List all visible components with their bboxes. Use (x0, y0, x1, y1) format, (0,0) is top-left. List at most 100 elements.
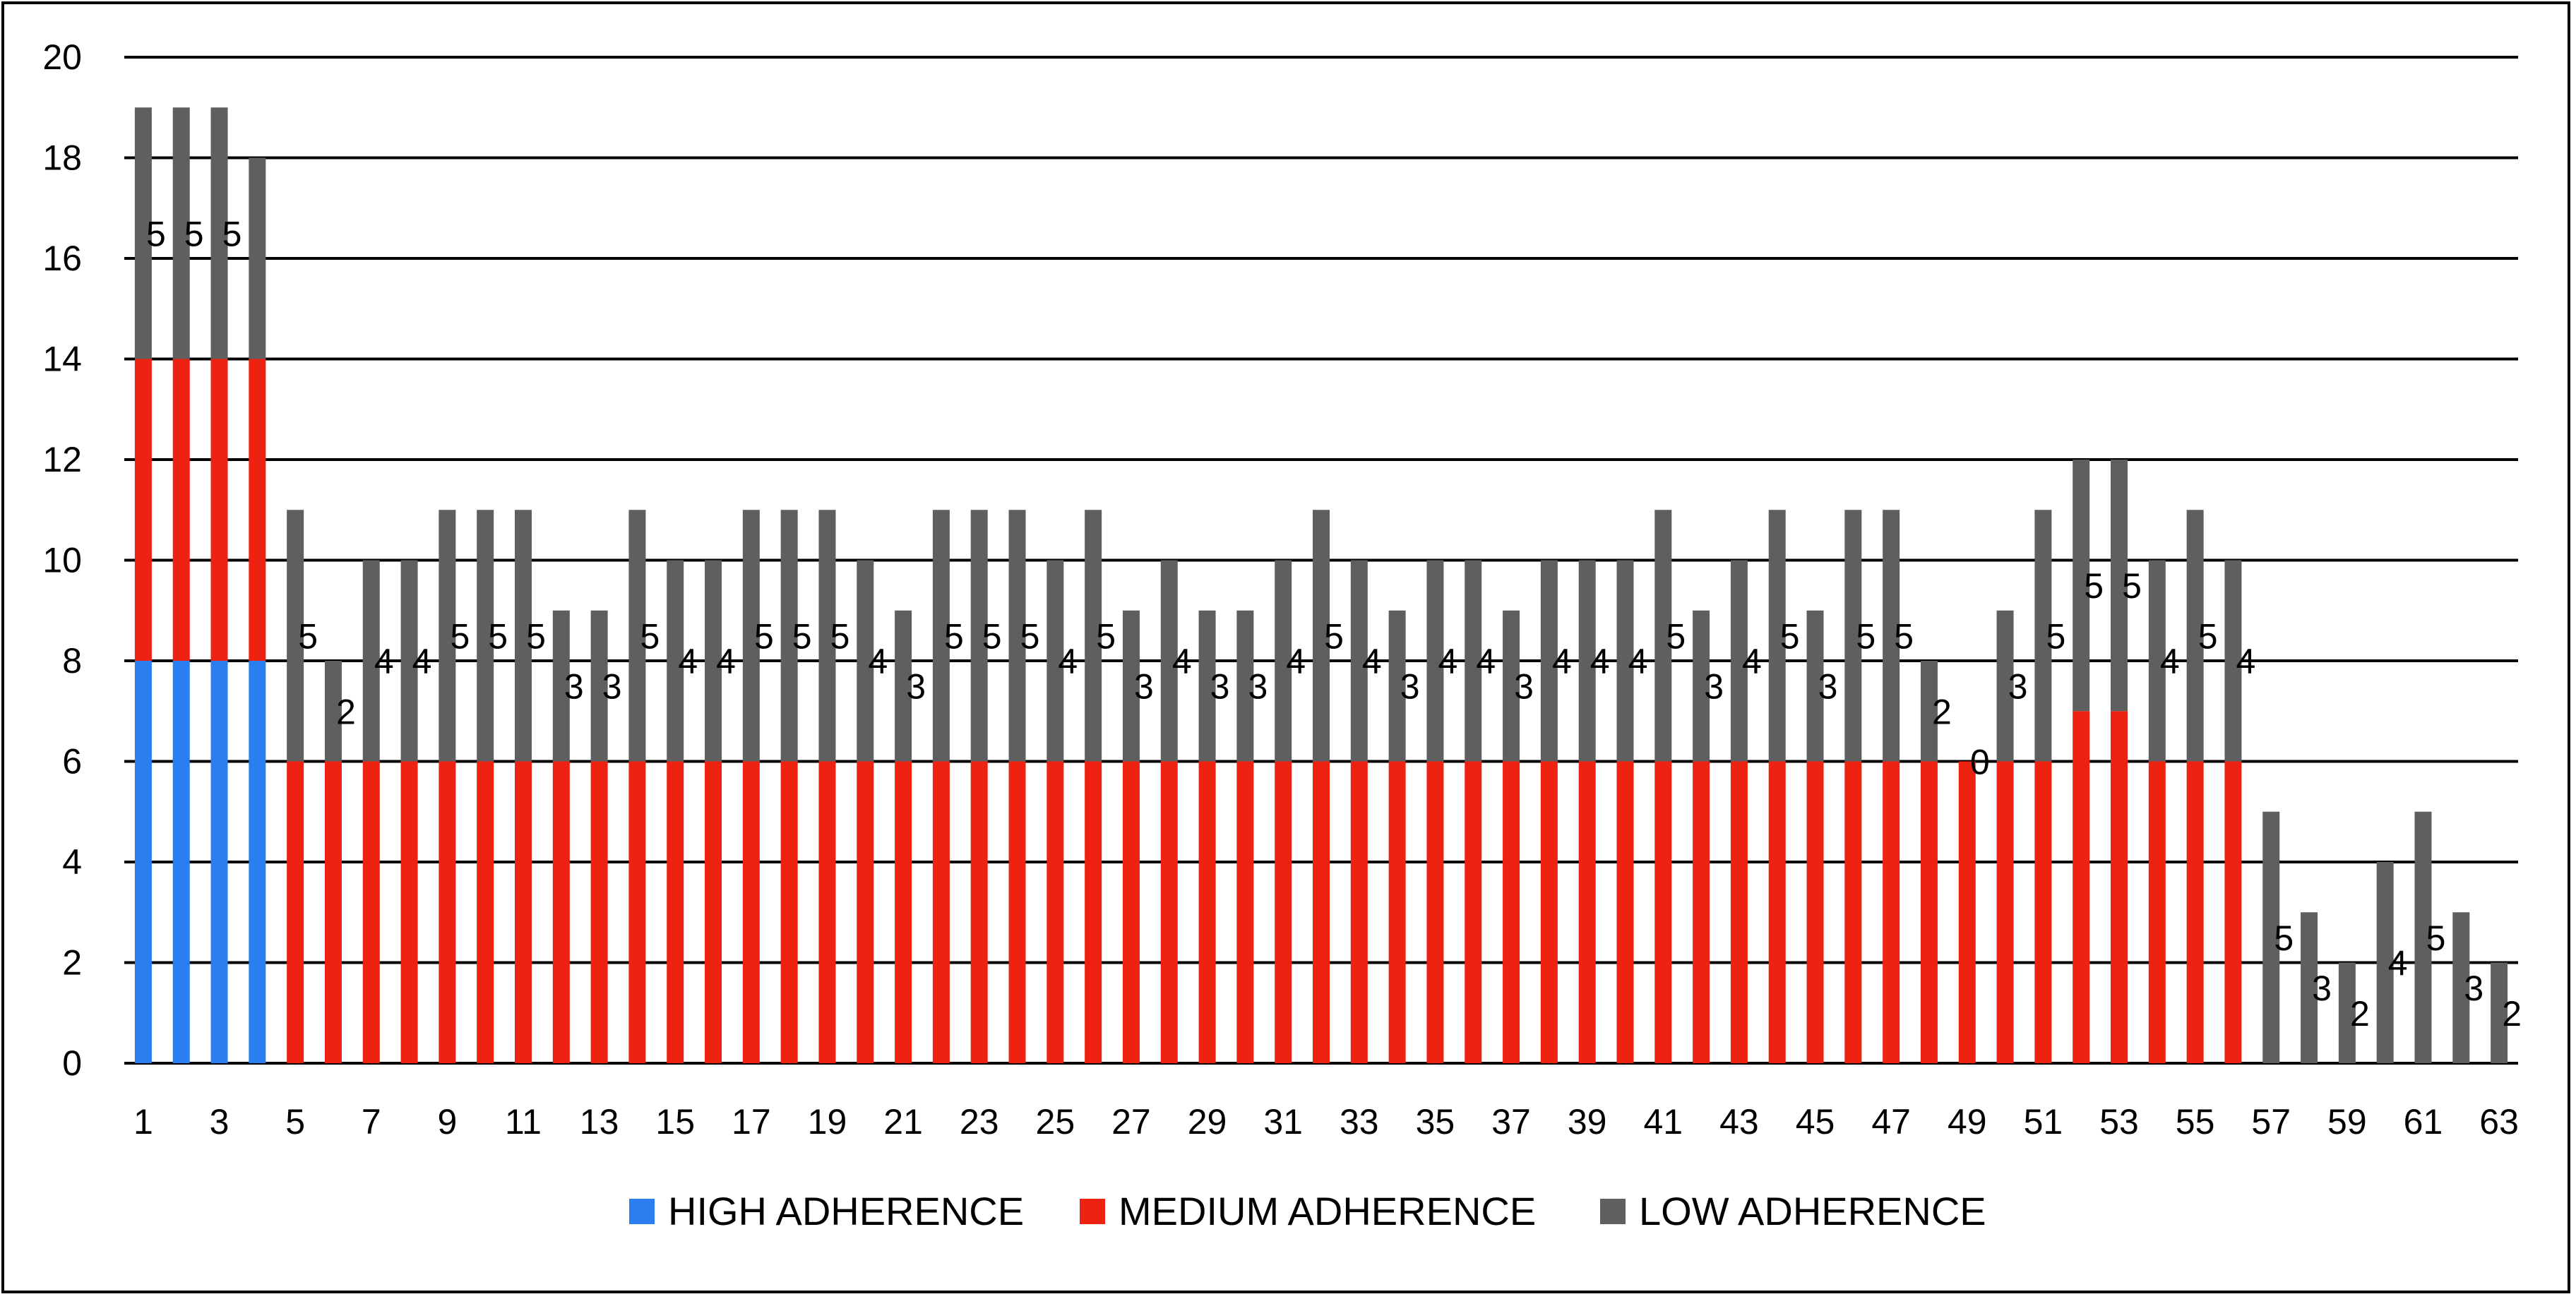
bar-segment-low-adherence (1693, 610, 1710, 762)
x-tick-label: 41 (1643, 1102, 1683, 1142)
data-label: 3 (564, 667, 584, 707)
data-label: 5 (2046, 616, 2065, 656)
data-label: 4 (678, 642, 698, 681)
data-label: 2 (336, 692, 356, 731)
y-tick-label: 0 (62, 1043, 82, 1083)
data-label: 3 (1248, 667, 1268, 707)
bar-segment-low-adherence (2034, 510, 2052, 762)
data-label: 4 (412, 642, 432, 681)
bar-segment-medium-adherence (818, 761, 836, 1063)
data-label: 3 (1514, 667, 1534, 707)
bar-segment-low-adherence (1388, 610, 1406, 762)
bar-segment-low-adherence (324, 661, 342, 762)
x-tick-label: 49 (1948, 1102, 1987, 1142)
bar-segment-medium-adherence (780, 761, 798, 1063)
data-label: 4 (374, 642, 394, 681)
x-tick-label: 17 (732, 1102, 771, 1142)
data-label: 2 (2502, 994, 2522, 1034)
bar-segment-low-adherence (1540, 560, 1558, 762)
bar-segment-low-adherence (2338, 962, 2356, 1063)
x-tick-label: 61 (2404, 1102, 2443, 1142)
bar-segment-low-adherence (287, 510, 304, 762)
x-tick-label: 33 (1340, 1102, 1379, 1142)
bar-segment-medium-adherence (705, 761, 722, 1063)
bar-segment-medium-adherence (932, 761, 950, 1063)
bar-segment-medium-adherence (134, 359, 152, 661)
bar-segment-medium-adherence (1958, 761, 1976, 1063)
data-label: 5 (754, 616, 774, 656)
bar-segment-low-adherence (1503, 610, 1520, 762)
x-tick-label: 57 (2251, 1102, 2291, 1142)
bar-segment-medium-adherence (667, 761, 684, 1063)
bar-segment-high-adherence (134, 661, 152, 1063)
bar-segment-medium-adherence (2073, 711, 2090, 1063)
data-label: 5 (944, 616, 964, 656)
bar-segment-low-adherence (1236, 610, 1254, 762)
x-tick-label: 29 (1188, 1102, 1227, 1142)
data-label: 5 (1856, 616, 1876, 656)
bar-segment-medium-adherence (552, 761, 570, 1063)
bar-segment-medium-adherence (1730, 761, 1748, 1063)
bar-segment-medium-adherence (249, 359, 266, 661)
x-axis-ticks: 1 3 5 7 9 11 13 15 17 19 21 23 25 27 29 31 33 35 37 39 41 43 4… (133, 1102, 2519, 1142)
bars (134, 107, 2508, 1063)
bar-segment-medium-adherence (1426, 761, 1444, 1063)
bar-segment-medium-adherence (362, 761, 380, 1063)
data-label: 4 (2160, 642, 2180, 681)
bar-segment-medium-adherence (1046, 761, 1064, 1063)
x-tick-label: 47 (1871, 1102, 1911, 1142)
data-label: 5 (2274, 918, 2294, 958)
bar-segment-low-adherence (1654, 510, 1672, 762)
data-label: 3 (1134, 667, 1154, 707)
bar-segment-medium-adherence (324, 761, 342, 1063)
bar-segment-low-adherence (2414, 811, 2432, 1063)
bar-segment-low-adherence (970, 510, 988, 762)
bar-segment-medium-adherence (1806, 761, 1824, 1063)
x-tick-label: 31 (1263, 1102, 1303, 1142)
bar-segment-medium-adherence (1198, 761, 1216, 1063)
data-label: 3 (1210, 667, 1230, 707)
bar-segment-low-adherence (1046, 560, 1064, 762)
data-label: 5 (146, 214, 166, 253)
bar-segment-low-adherence (667, 560, 684, 762)
bar-segment-low-adherence (1313, 510, 1330, 762)
x-tick-label: 55 (2176, 1102, 2215, 1142)
x-tick-label: 13 (580, 1102, 619, 1142)
y-tick-label: 2 (62, 943, 82, 983)
bar-segment-low-adherence (590, 610, 608, 762)
bar-segment-medium-adherence (1920, 761, 1938, 1063)
data-label: 5 (830, 616, 850, 656)
bar-segment-low-adherence (1085, 510, 1102, 762)
bar-segment-medium-adherence (628, 761, 646, 1063)
bar-segment-medium-adherence (590, 761, 608, 1063)
legend-swatch-high-adherence (629, 1199, 655, 1224)
x-tick-label: 43 (1719, 1102, 1759, 1142)
bar-segment-low-adherence (439, 510, 456, 762)
bar-segment-low-adherence (134, 107, 152, 359)
data-label: 4 (868, 642, 888, 681)
bar-segment-low-adherence (2262, 811, 2280, 1063)
y-tick-label: 8 (62, 641, 82, 681)
data-label: 4 (1742, 642, 1762, 681)
bar-segment-medium-adherence (1616, 761, 1634, 1063)
bar-segment-low-adherence (2452, 912, 2470, 1063)
bar-segment-low-adherence (2073, 460, 2090, 712)
x-tick-label: 23 (960, 1102, 999, 1142)
bar-segment-medium-adherence (742, 761, 760, 1063)
data-label: 3 (2008, 667, 2028, 707)
bar-segment-medium-adherence (895, 761, 912, 1063)
bar-segment-low-adherence (1350, 560, 1368, 762)
bar-segment-low-adherence (628, 510, 646, 762)
legend-swatch-medium-adherence (1080, 1199, 1105, 1224)
bar-segment-low-adherence (2376, 862, 2394, 1063)
data-label: 5 (2084, 566, 2104, 606)
bar-segment-medium-adherence (1996, 761, 2014, 1063)
bar-segment-medium-adherence (1275, 761, 1292, 1063)
data-label: 5 (1780, 616, 1800, 656)
data-label: 5 (1324, 616, 1344, 656)
bar-segment-medium-adherence (1350, 761, 1368, 1063)
data-label: 5 (1666, 616, 1686, 656)
bar-segment-low-adherence (1730, 560, 1748, 762)
legend-label-high-adherence: HIGH ADHERENCE (668, 1189, 1024, 1233)
